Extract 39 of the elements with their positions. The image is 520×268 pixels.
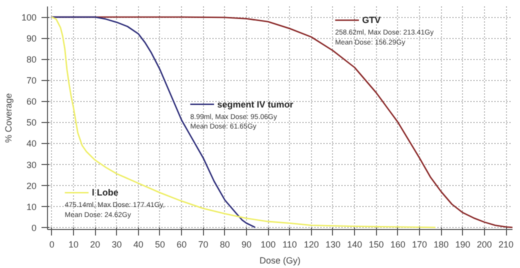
x-tick-label: 140 (347, 240, 362, 250)
legend-label: GTV (362, 15, 381, 26)
x-tick-label: 0 (49, 240, 54, 250)
x-tick-label: 120 (304, 240, 319, 250)
x-tick-label: 80 (220, 240, 230, 250)
x-tick-label: 40 (133, 240, 144, 250)
y-tick-label: 40 (26, 138, 37, 149)
x-tick-label: 130 (325, 240, 341, 250)
y-tick-label: 50 (26, 118, 37, 128)
x-tick-label: 10 (68, 240, 78, 250)
y-tick-label: 30 (26, 160, 37, 170)
x-tick-label: 50 (154, 240, 165, 250)
legend-label: l Lobe (92, 188, 118, 198)
y-tick-label: 60 (26, 96, 37, 107)
x-tick-label: 20 (90, 240, 100, 250)
line-series (51, 16, 436, 228)
y-tick-label: 10 (26, 202, 37, 212)
x-tick-label: 170 (412, 240, 428, 250)
y-axis-title: % Coverage (3, 93, 14, 143)
x-tick-label: 110 (282, 240, 297, 250)
x-axis-title: Dose (Gy) (259, 256, 301, 266)
x-tick-label: 30 (112, 240, 122, 250)
y-tick-label: 0 (31, 222, 37, 233)
x-tick-label: 90 (241, 240, 252, 250)
x-tick-label: 70 (198, 240, 208, 250)
x-tick-label: 200 (476, 240, 492, 250)
legend-label: segment IV tumor (217, 99, 294, 110)
y-tick-label: 20 (26, 180, 37, 191)
x-tick-label: 100 (260, 240, 276, 250)
x-tick-label: 180 (434, 240, 449, 250)
y-tick-label: 90 (26, 34, 37, 44)
x-tick-label: 210 (498, 240, 514, 250)
x-tick-label: 60 (176, 240, 187, 250)
x-tick-label: 160 (390, 240, 406, 250)
x-tick-label: 150 (368, 240, 384, 250)
y-tick-label: 70 (26, 76, 37, 86)
y-tick-label: 80 (26, 54, 37, 65)
x-tick-label: 190 (455, 240, 470, 250)
y-tick-label: 100 (21, 12, 37, 23)
